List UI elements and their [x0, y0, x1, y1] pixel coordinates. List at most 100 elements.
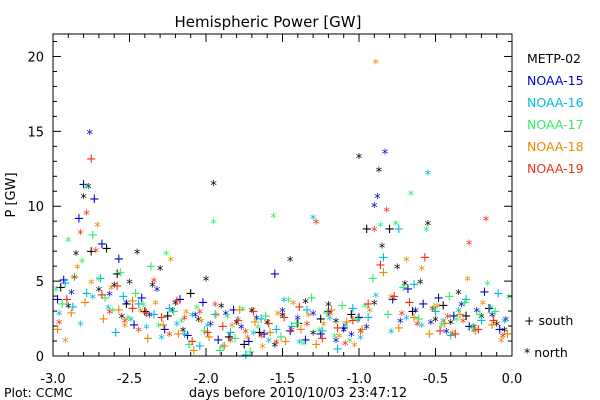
data-point: + — [389, 290, 400, 305]
data-point: * — [500, 332, 507, 347]
data-point: * — [383, 206, 390, 221]
data-point: + — [280, 335, 291, 350]
data-point: + — [430, 305, 441, 320]
data-point: * — [295, 314, 302, 329]
data-point: * — [423, 225, 430, 240]
data-point: * — [146, 311, 153, 326]
data-point: + — [100, 291, 111, 306]
data-point: + — [294, 300, 305, 315]
data-point: * — [506, 293, 513, 308]
data-point: * — [212, 300, 219, 315]
data-point: + — [409, 311, 420, 326]
data-point: * — [86, 128, 93, 143]
data-point: + — [80, 296, 91, 311]
data-point: * — [362, 302, 369, 317]
data-point: + — [464, 320, 475, 335]
data-point: + — [375, 258, 386, 273]
data-point: * — [244, 333, 251, 348]
legend: METP-02 NOAA-15 NOAA-16 NOAA-17 NOAA-18 NOAA-… — [527, 51, 584, 176]
data-point: * — [253, 314, 260, 329]
data-point: + — [60, 276, 71, 291]
data-point: + — [407, 305, 418, 320]
data-point: * — [296, 338, 303, 353]
data-point: * — [264, 318, 271, 333]
data-point: + — [156, 311, 167, 326]
data-point: + — [455, 308, 466, 323]
data-point: * — [340, 326, 347, 341]
data-point: * — [394, 263, 401, 278]
data-point: * — [272, 341, 279, 356]
data-point: * — [342, 321, 349, 336]
data-point: + — [461, 309, 472, 324]
data-point: * — [218, 302, 225, 317]
data-point: + — [409, 278, 420, 293]
data-point: * — [455, 288, 462, 303]
data-point: * — [143, 323, 150, 338]
data-point: * — [243, 327, 250, 342]
data-point: + — [479, 285, 490, 300]
data-point: * — [198, 317, 205, 332]
data-point: + — [413, 312, 424, 327]
data-point: * — [480, 299, 487, 314]
data-point: * — [259, 342, 266, 357]
data-point: * — [111, 281, 118, 296]
data-point: * — [106, 290, 113, 305]
data-point: * — [195, 315, 202, 330]
data-point: * — [93, 246, 100, 261]
x-axis-label: days before 2010/10/03 23:47:12 — [189, 386, 407, 400]
data-point: + — [248, 305, 259, 320]
data-point: * — [425, 219, 432, 234]
data-point: * — [56, 309, 63, 324]
data-point: + — [487, 318, 498, 333]
data-point: + — [347, 302, 358, 317]
data-point: + — [378, 266, 389, 281]
data-point: + — [219, 339, 230, 354]
data-point: + — [317, 332, 328, 347]
data-point: * — [210, 179, 217, 194]
data-point: * — [471, 326, 478, 341]
data-point: + — [113, 252, 124, 267]
data-point: + — [187, 335, 198, 350]
data-point: * — [273, 338, 280, 353]
data-point: + — [259, 327, 270, 342]
data-point: + — [202, 326, 213, 341]
plot-credit: Plot: CCMC — [4, 385, 73, 400]
data-point: + — [306, 291, 317, 306]
data-point: * — [197, 308, 204, 323]
data-point: * — [152, 299, 159, 314]
data-point: + — [158, 318, 169, 333]
data-point: + — [285, 324, 296, 339]
legend-entry: NOAA-17 — [527, 117, 584, 132]
data-point: + — [58, 273, 69, 288]
data-point: + — [438, 299, 449, 314]
data-point: * — [414, 320, 421, 335]
data-point: + — [292, 317, 303, 332]
data-point: + — [217, 320, 228, 335]
y-tick-label: 5 — [36, 275, 44, 290]
data-point: * — [301, 339, 308, 354]
data-point: * — [224, 312, 231, 327]
data-point: + — [317, 324, 328, 339]
data-point: + — [337, 299, 348, 314]
data-point: + — [445, 329, 456, 344]
data-point: * — [498, 336, 505, 351]
data-point: * — [371, 201, 378, 216]
data-point: + — [66, 306, 77, 321]
data-point: + — [185, 287, 196, 302]
data-point: + — [204, 330, 215, 345]
data-point: * — [62, 336, 69, 351]
axes: -3.0 -2.5 -2.0 -1.5 -1.0 -0.5 0.0 0 5 10 15 20 — [27, 34, 522, 387]
legend-entry: NOAA-18 — [527, 139, 584, 154]
x-tick-label: -2.0 — [193, 372, 218, 387]
y-tick-label: 10 — [27, 200, 44, 215]
data-point: + — [78, 177, 89, 192]
data-point: * — [158, 333, 165, 348]
data-point: * — [223, 309, 230, 324]
data-point: + — [67, 300, 78, 315]
data-point: * — [460, 317, 467, 332]
data-point: + — [194, 339, 205, 354]
data-point: + — [139, 305, 150, 320]
data-point: + — [383, 308, 394, 323]
